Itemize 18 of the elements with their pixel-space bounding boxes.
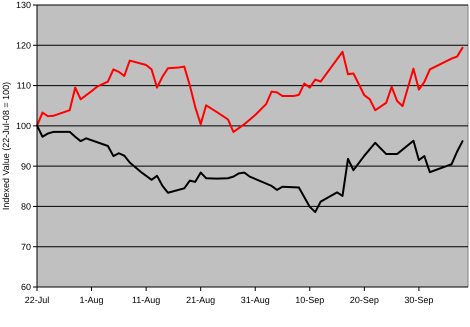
x-tick-label: 30-Sep [404,295,434,305]
y-tick-label: 120 [16,40,31,50]
x-tick-label: 31-Aug [240,295,270,305]
x-tick-label: 22-Jul [24,295,50,305]
y-tick-label: 70 [20,242,31,252]
y-axis-title: Indexed Value (22-Jul-08 = 100) [1,82,11,210]
y-tick-label: 100 [16,121,31,132]
y-tick-label: 80 [20,202,31,212]
x-tick-label: 11-Aug [132,295,160,305]
y-tick-label: 90 [20,161,31,172]
x-tick-label: 1-Aug [80,295,104,305]
x-tick-label: 20-Sep [350,295,379,305]
y-tick-label: 110 [16,80,31,91]
x-tick-label: 21-Aug [186,295,216,305]
line-series [36,46,464,133]
x-tick-label: 10-Sep [295,295,324,305]
y-tick-label: 60 [20,282,31,292]
y-tick-label: 130 [16,0,31,10]
